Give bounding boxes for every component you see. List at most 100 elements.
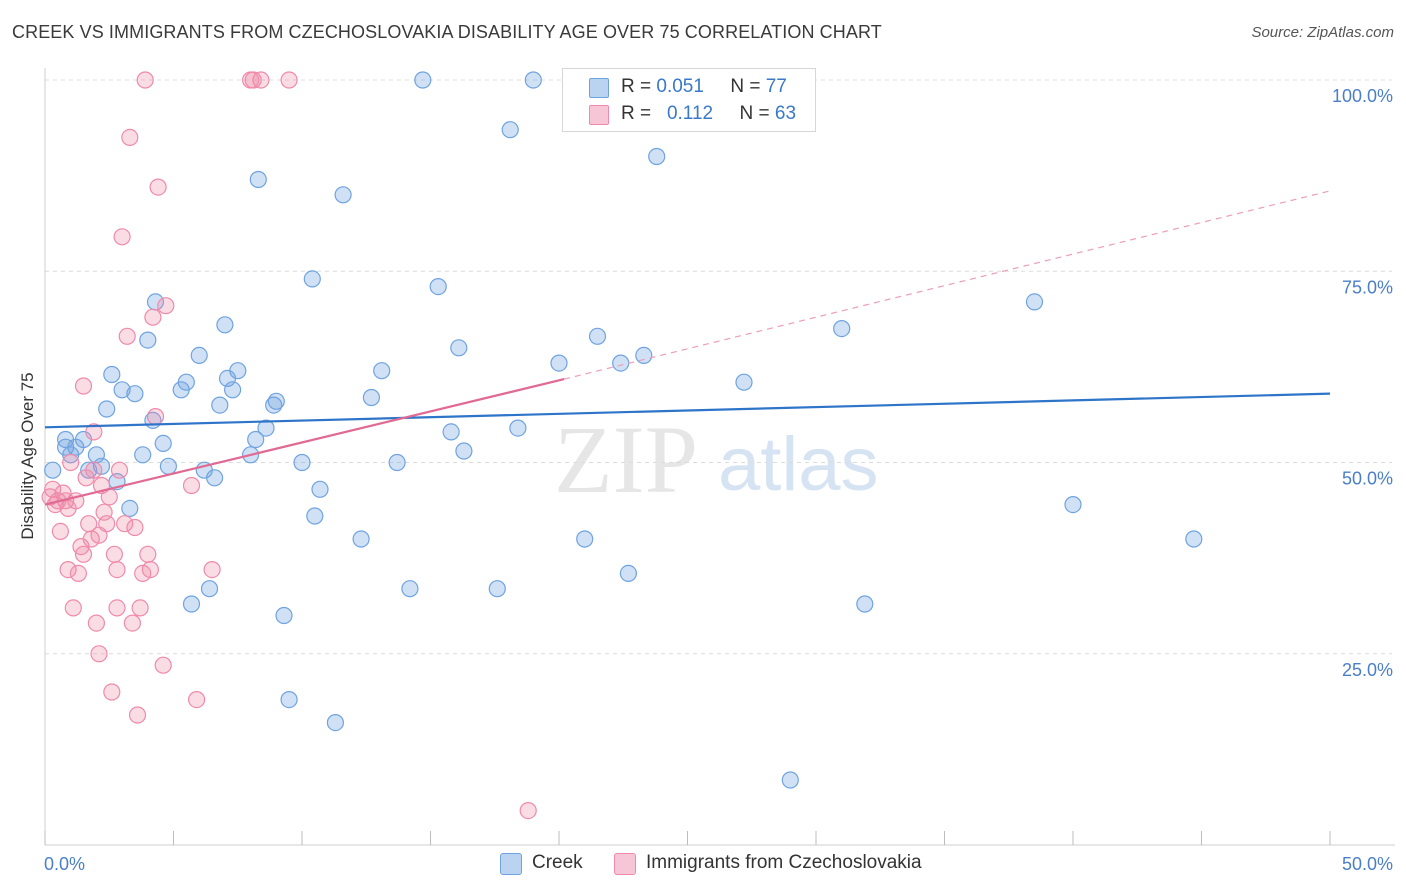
creek-point-24 (190, 346, 208, 364)
trend-lines (44, 190, 1331, 506)
czech-point-19 (85, 461, 103, 479)
axes (44, 68, 1395, 846)
czech-point-43 (139, 545, 157, 563)
czech-point-50 (182, 476, 201, 495)
czech-point-10 (64, 599, 82, 617)
czech-point-12 (69, 564, 88, 583)
czech-point-37 (123, 614, 141, 632)
legend-row-creek: R = 0.051 N = 77 (563, 74, 815, 100)
legend-row-czech: R = 0.112 N = 63 (563, 101, 815, 127)
creek-point-52 (414, 71, 432, 89)
czech-point-36 (121, 128, 139, 146)
axis-labels: 25.0% 50.0% 75.0% 100.0% 0.0% 50.0% Disability… (18, 86, 1393, 874)
czech-swatch (589, 105, 609, 125)
creek-point-26 (200, 580, 219, 598)
czech-point-32 (110, 461, 129, 479)
creek-point-72 (1025, 293, 1044, 311)
creek-point-9 (98, 400, 116, 418)
creek-point-43 (306, 507, 324, 525)
creek-point-19 (154, 434, 172, 452)
creek-point-8 (92, 457, 111, 475)
czech-point-44 (141, 560, 159, 579)
creek-point-73 (1064, 496, 1082, 514)
creek-r-label: R = (621, 76, 652, 97)
creek-n-label: N = (730, 76, 761, 97)
watermark: ZIP atlas (554, 406, 879, 513)
creek-point-44 (311, 480, 329, 498)
creek-point-28 (211, 396, 229, 414)
source-label: Source: ZipAtlas.com (1251, 24, 1394, 41)
creek-point-42 (303, 270, 321, 288)
czech-point-15 (74, 377, 93, 395)
czech-point-56 (280, 71, 298, 89)
czech-point-45 (144, 308, 162, 326)
correlation-legend: R = 0.051 N = 77 R = 0.112 N = 63 (562, 68, 816, 132)
y-tick-label-75: 75.0% (1342, 277, 1393, 297)
czech-n-value: 63 (774, 103, 797, 124)
creek-point-36 (257, 419, 275, 437)
creek-point-29 (216, 316, 234, 334)
creek-point-59 (509, 419, 527, 437)
creek-point-67 (648, 147, 666, 166)
creek-point-68 (735, 373, 753, 391)
creek-point-13 (121, 499, 139, 517)
czech-r-value: 0.112 (666, 103, 714, 124)
czech-point-26 (98, 515, 116, 533)
czech-point-20 (85, 423, 103, 441)
creek-point-56 (455, 442, 473, 460)
creek-point-40 (280, 690, 298, 709)
creek-point-69 (781, 771, 799, 789)
creek-point-12 (113, 381, 131, 399)
creek-point-10 (103, 365, 121, 384)
creek-point-38 (267, 392, 285, 410)
czech-point-4 (51, 522, 70, 541)
czech-point-35 (118, 327, 136, 345)
creek-point-48 (362, 388, 380, 407)
czech-point-51 (188, 690, 206, 709)
creek-point-57 (488, 580, 506, 598)
watermark-zip: ZIP (554, 406, 698, 513)
czech-point-21 (87, 614, 106, 632)
creek-point-60 (524, 71, 542, 89)
x-tick-label-min: 0.0% (44, 854, 85, 874)
chart-title: CREEK VS IMMIGRANTS FROM CZECHOSLOVAKIA … (12, 22, 882, 42)
czech-legend-label: Immigrants from Czechoslovakia (646, 852, 922, 873)
czech-point-28 (103, 683, 121, 701)
czech-point-29 (105, 545, 124, 563)
creek-point-49 (373, 362, 391, 380)
creek-point-23 (182, 595, 201, 613)
creek-swatch (589, 78, 609, 98)
creek-point-51 (401, 580, 419, 598)
czech-point-52 (203, 560, 221, 579)
creek-point-63 (588, 327, 607, 345)
creek-point-46 (334, 186, 352, 204)
creek-point-41 (293, 453, 311, 472)
czech-point-8 (59, 560, 77, 579)
creek-point-71 (856, 595, 874, 613)
creek-point-15 (134, 446, 152, 464)
y-tick-label-100: 100.0% (1332, 86, 1393, 106)
creek-point-14 (126, 385, 144, 403)
watermark-atlas: atlas (718, 422, 879, 507)
czech-point-47 (149, 178, 167, 196)
creek-point-55 (450, 339, 468, 357)
czech-n-label: N = (739, 103, 770, 124)
creek-legend-swatch (500, 853, 522, 875)
creek-point-47 (352, 530, 370, 548)
creek-point-61 (550, 354, 568, 372)
creek-point-16 (139, 331, 157, 349)
x-tick-label-max: 50.0% (1342, 854, 1393, 874)
czech-point-39 (128, 706, 147, 724)
czech-r-label: R = (621, 103, 652, 124)
czech-point-33 (113, 228, 131, 246)
y-tick-label-50: 50.0% (1342, 469, 1393, 489)
creek-point-66 (635, 346, 653, 364)
creek-point-65 (619, 564, 638, 583)
czech-point-55 (252, 71, 270, 89)
gridlines (45, 79, 1392, 655)
czech-point-30 (108, 560, 126, 579)
czech-point-49 (157, 297, 175, 315)
czech-trend-extension (563, 190, 1331, 380)
creek-n-value: 77 (765, 76, 787, 97)
